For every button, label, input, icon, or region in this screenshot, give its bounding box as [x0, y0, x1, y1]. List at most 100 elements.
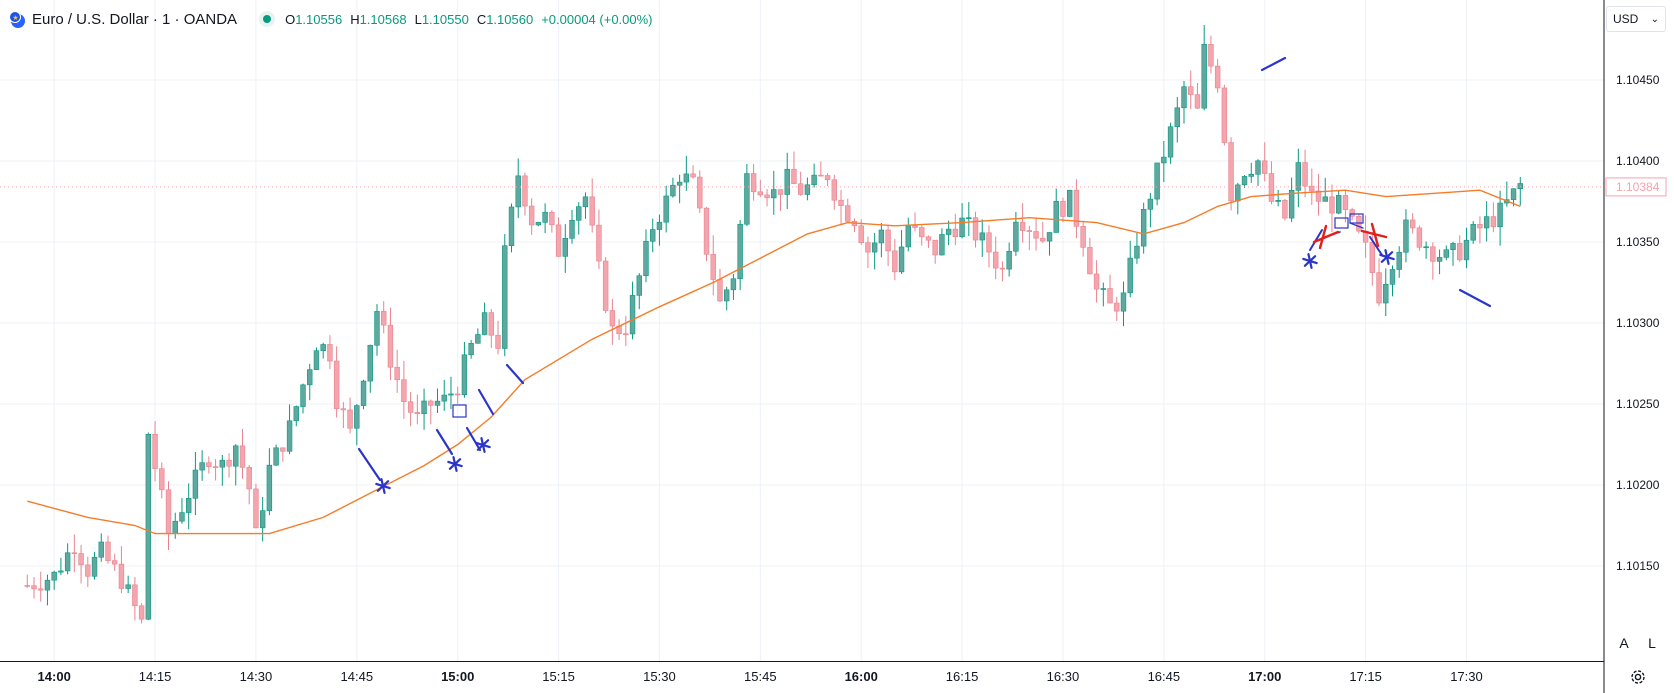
candle-down[interactable] — [892, 250, 898, 273]
candle-down[interactable] — [428, 400, 434, 406]
candle-down[interactable] — [340, 408, 347, 411]
candle-down[interactable] — [1457, 243, 1463, 261]
candle-up[interactable] — [502, 245, 508, 349]
candle-up[interactable] — [1161, 156, 1167, 164]
candle-up[interactable] — [481, 312, 488, 335]
auto-scale-button[interactable]: A — [1613, 632, 1635, 654]
candle-up[interactable] — [172, 520, 178, 534]
candle-down[interactable] — [1349, 209, 1355, 217]
candle-down[interactable] — [919, 227, 925, 238]
candle-down[interactable] — [522, 175, 528, 207]
candle-down[interactable] — [1093, 273, 1100, 290]
market-open-dot-icon[interactable] — [259, 11, 276, 27]
candle-down[interactable] — [777, 189, 784, 195]
drawings[interactable] — [357, 56, 1492, 494]
candle-down[interactable] — [1409, 219, 1416, 229]
candle-up[interactable] — [771, 189, 777, 199]
candle-up[interactable] — [1335, 195, 1342, 214]
candle-up[interactable] — [313, 350, 320, 370]
candle-up[interactable] — [1497, 202, 1503, 228]
candle-down[interactable] — [246, 467, 252, 490]
candle-down[interactable] — [1309, 185, 1315, 192]
candle-up[interactable] — [441, 394, 447, 402]
candle-up[interactable] — [723, 289, 730, 302]
candle-up[interactable] — [576, 206, 582, 221]
trend-line-drawing[interactable] — [477, 388, 495, 416]
candle-up[interactable] — [542, 211, 548, 223]
box-marker[interactable] — [1349, 213, 1364, 224]
candle-up[interactable] — [273, 447, 279, 466]
candle-up[interactable] — [515, 175, 521, 208]
asterisk-marker[interactable] — [1302, 253, 1318, 269]
candle-up[interactable] — [670, 184, 676, 197]
candle-down[interactable] — [717, 279, 723, 302]
candle-up[interactable] — [293, 406, 299, 422]
candle-up[interactable] — [320, 344, 326, 351]
candle-down[interactable] — [925, 236, 932, 241]
candle-down[interactable] — [845, 205, 851, 222]
candle-down[interactable] — [138, 605, 145, 620]
candle-down[interactable] — [757, 191, 764, 196]
candle-down[interactable] — [85, 564, 91, 577]
trend-line-drawing[interactable] — [1260, 56, 1287, 72]
candle-down[interactable] — [165, 489, 172, 534]
candle-down[interactable] — [105, 541, 111, 561]
candle-up[interactable] — [1167, 126, 1174, 158]
candle-up[interactable] — [145, 433, 152, 620]
candle-up[interactable] — [683, 173, 690, 183]
candle-down[interactable] — [885, 229, 891, 252]
candle-up[interactable] — [1006, 250, 1012, 270]
candle-down[interactable] — [381, 311, 387, 326]
candle-up[interactable] — [959, 217, 965, 238]
candle-up[interactable] — [1154, 162, 1160, 200]
candle-up[interactable] — [636, 275, 642, 296]
candle-down[interactable] — [78, 553, 84, 566]
candle-up[interactable] — [1201, 44, 1207, 109]
candle-down[interactable] — [1221, 87, 1228, 143]
candle-down[interactable] — [838, 199, 844, 206]
candle-up[interactable] — [1066, 189, 1073, 217]
candle-down[interactable] — [1302, 162, 1308, 187]
trend-line-drawing[interactable] — [357, 447, 382, 482]
box-marker[interactable] — [1334, 217, 1349, 229]
candle-down[interactable] — [1188, 86, 1194, 95]
candle-up[interactable] — [643, 240, 649, 277]
candle-down[interactable] — [401, 379, 407, 403]
candle-up[interactable] — [508, 206, 515, 247]
candle-up[interactable] — [1443, 249, 1449, 258]
candle-up[interactable] — [1389, 269, 1396, 285]
asterisk-marker[interactable] — [447, 456, 463, 472]
symbol-title[interactable]: Euro / U.S. Dollar · 1 · OANDA — [32, 10, 238, 28]
candle-down[interactable] — [818, 174, 824, 177]
candle-up[interactable] — [811, 174, 817, 186]
candle-down[interactable] — [118, 563, 125, 589]
candle-up[interactable] — [562, 238, 568, 257]
candle-down[interactable] — [488, 312, 495, 336]
candle-down[interactable] — [555, 224, 562, 257]
candle-up[interactable] — [871, 242, 878, 253]
candle-down[interactable] — [972, 217, 979, 241]
candle-up[interactable] — [179, 512, 185, 522]
candle-up[interactable] — [1403, 219, 1409, 253]
candle-up[interactable] — [64, 552, 71, 572]
candle-down[interactable] — [609, 310, 616, 327]
candle-down[interactable] — [495, 334, 501, 349]
candle-up[interactable] — [286, 420, 293, 452]
candle-down[interactable] — [986, 232, 992, 253]
candle-up[interactable] — [676, 181, 683, 186]
candle-down[interactable] — [703, 207, 710, 255]
candle-up[interactable] — [1174, 107, 1180, 128]
candle-down[interactable] — [226, 459, 232, 467]
candle-up[interactable] — [1423, 246, 1429, 249]
candle-down[interactable] — [1019, 221, 1026, 231]
candle-up[interactable] — [468, 342, 474, 356]
candle-up[interactable] — [300, 384, 306, 407]
candle-down[interactable] — [932, 239, 938, 256]
asterisk-marker[interactable] — [375, 478, 391, 494]
candle-down[interactable] — [1369, 241, 1376, 273]
trend-line-drawing[interactable] — [1458, 288, 1492, 308]
candle-down[interactable] — [71, 552, 78, 555]
candle-down[interactable] — [764, 194, 770, 199]
candle-up[interactable] — [1134, 245, 1140, 259]
candle-up[interactable] — [878, 229, 885, 244]
